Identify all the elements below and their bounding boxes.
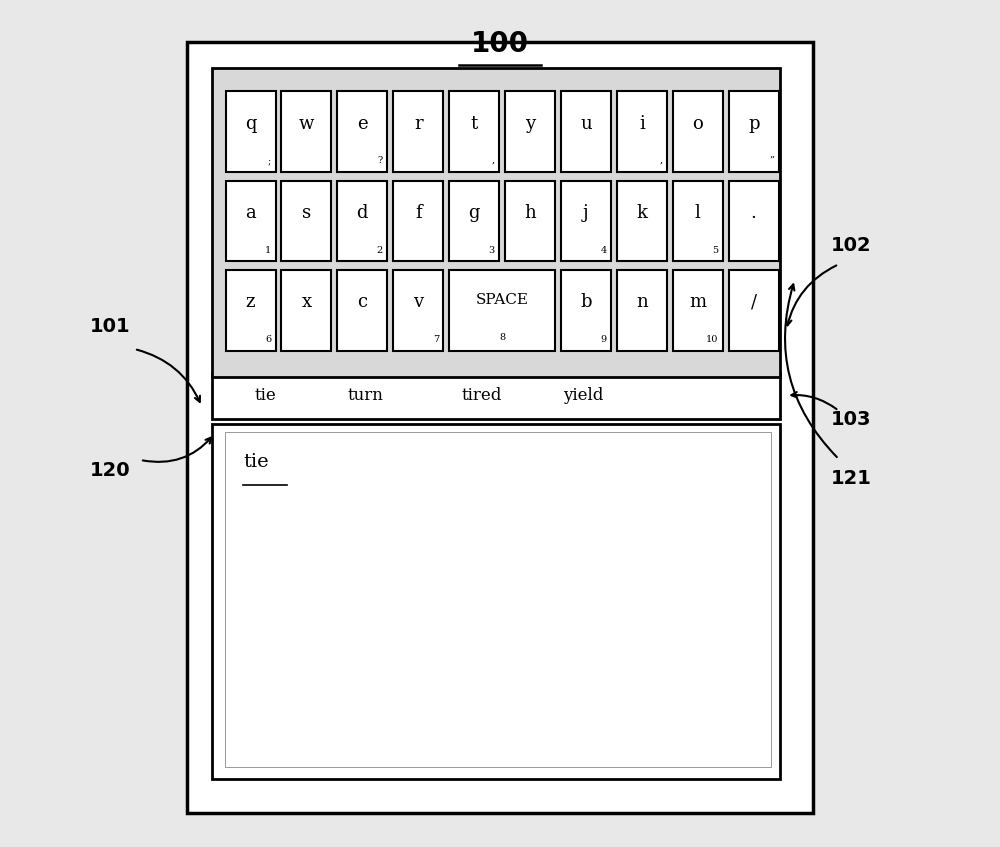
Text: ,: ,: [492, 156, 495, 165]
Text: ?: ?: [378, 156, 383, 165]
Text: n: n: [636, 293, 648, 312]
Text: yield: yield: [564, 387, 604, 405]
Text: 6: 6: [265, 335, 271, 344]
Text: u: u: [580, 114, 592, 133]
Text: r: r: [414, 114, 423, 133]
Text: y: y: [525, 114, 535, 133]
FancyBboxPatch shape: [729, 180, 779, 261]
FancyBboxPatch shape: [617, 180, 667, 261]
Text: /: /: [751, 293, 757, 312]
FancyBboxPatch shape: [449, 270, 555, 351]
Text: tie: tie: [254, 387, 276, 405]
FancyBboxPatch shape: [729, 270, 779, 351]
Text: w: w: [299, 114, 314, 133]
Text: .: .: [751, 204, 757, 222]
Text: ,: ,: [659, 156, 663, 165]
Text: m: m: [689, 293, 706, 312]
Text: j: j: [583, 204, 589, 222]
Text: p: p: [748, 114, 759, 133]
Text: b: b: [580, 293, 592, 312]
Text: f: f: [415, 204, 422, 222]
Text: 4: 4: [600, 246, 607, 254]
Text: i: i: [639, 114, 645, 133]
Text: 101: 101: [90, 317, 131, 335]
Text: 100: 100: [471, 30, 529, 58]
Text: e: e: [357, 114, 368, 133]
FancyBboxPatch shape: [226, 270, 276, 351]
FancyBboxPatch shape: [673, 91, 723, 172]
Text: h: h: [524, 204, 536, 222]
Text: 102: 102: [831, 236, 872, 255]
FancyBboxPatch shape: [673, 270, 723, 351]
FancyBboxPatch shape: [212, 424, 780, 779]
FancyBboxPatch shape: [337, 91, 387, 172]
FancyBboxPatch shape: [617, 91, 667, 172]
Text: k: k: [636, 204, 647, 222]
Text: 3: 3: [489, 246, 495, 254]
FancyBboxPatch shape: [393, 270, 443, 351]
FancyBboxPatch shape: [281, 91, 331, 172]
Text: turn: turn: [348, 387, 383, 405]
FancyBboxPatch shape: [673, 180, 723, 261]
FancyBboxPatch shape: [561, 91, 611, 172]
FancyBboxPatch shape: [337, 180, 387, 261]
Text: v: v: [413, 293, 423, 312]
FancyBboxPatch shape: [226, 180, 276, 261]
Text: 1: 1: [265, 246, 271, 254]
Text: 2: 2: [377, 246, 383, 254]
Text: x: x: [301, 293, 312, 312]
Text: tired: tired: [462, 387, 502, 405]
Text: 8: 8: [499, 333, 505, 342]
Text: q: q: [245, 114, 256, 133]
FancyBboxPatch shape: [226, 91, 276, 172]
FancyBboxPatch shape: [281, 270, 331, 351]
Text: 103: 103: [831, 410, 872, 429]
Text: g: g: [468, 204, 480, 222]
Text: 121: 121: [831, 469, 872, 488]
Text: 120: 120: [90, 461, 131, 479]
Text: 10: 10: [706, 335, 719, 344]
Text: l: l: [695, 204, 701, 222]
FancyBboxPatch shape: [281, 180, 331, 261]
FancyBboxPatch shape: [561, 270, 611, 351]
FancyBboxPatch shape: [337, 270, 387, 351]
FancyBboxPatch shape: [393, 180, 443, 261]
FancyBboxPatch shape: [187, 42, 813, 813]
Text: 5: 5: [712, 246, 719, 254]
Text: s: s: [302, 204, 311, 222]
Text: 7: 7: [433, 335, 439, 344]
FancyBboxPatch shape: [449, 180, 499, 261]
Text: o: o: [692, 114, 703, 133]
FancyBboxPatch shape: [617, 270, 667, 351]
FancyBboxPatch shape: [212, 68, 780, 377]
Text: ”: ”: [770, 156, 774, 165]
Text: d: d: [357, 204, 368, 222]
Text: t: t: [471, 114, 478, 133]
FancyBboxPatch shape: [393, 91, 443, 172]
Text: a: a: [245, 204, 256, 222]
FancyBboxPatch shape: [729, 91, 779, 172]
Text: ;: ;: [268, 156, 271, 165]
FancyBboxPatch shape: [225, 432, 771, 767]
Text: tie: tie: [243, 453, 269, 471]
Text: z: z: [246, 293, 255, 312]
FancyBboxPatch shape: [561, 180, 611, 261]
Text: c: c: [357, 293, 367, 312]
FancyBboxPatch shape: [505, 180, 555, 261]
FancyBboxPatch shape: [449, 91, 499, 172]
Text: 9: 9: [601, 335, 607, 344]
FancyBboxPatch shape: [505, 91, 555, 172]
FancyBboxPatch shape: [212, 373, 780, 419]
Text: SPACE: SPACE: [476, 293, 529, 307]
